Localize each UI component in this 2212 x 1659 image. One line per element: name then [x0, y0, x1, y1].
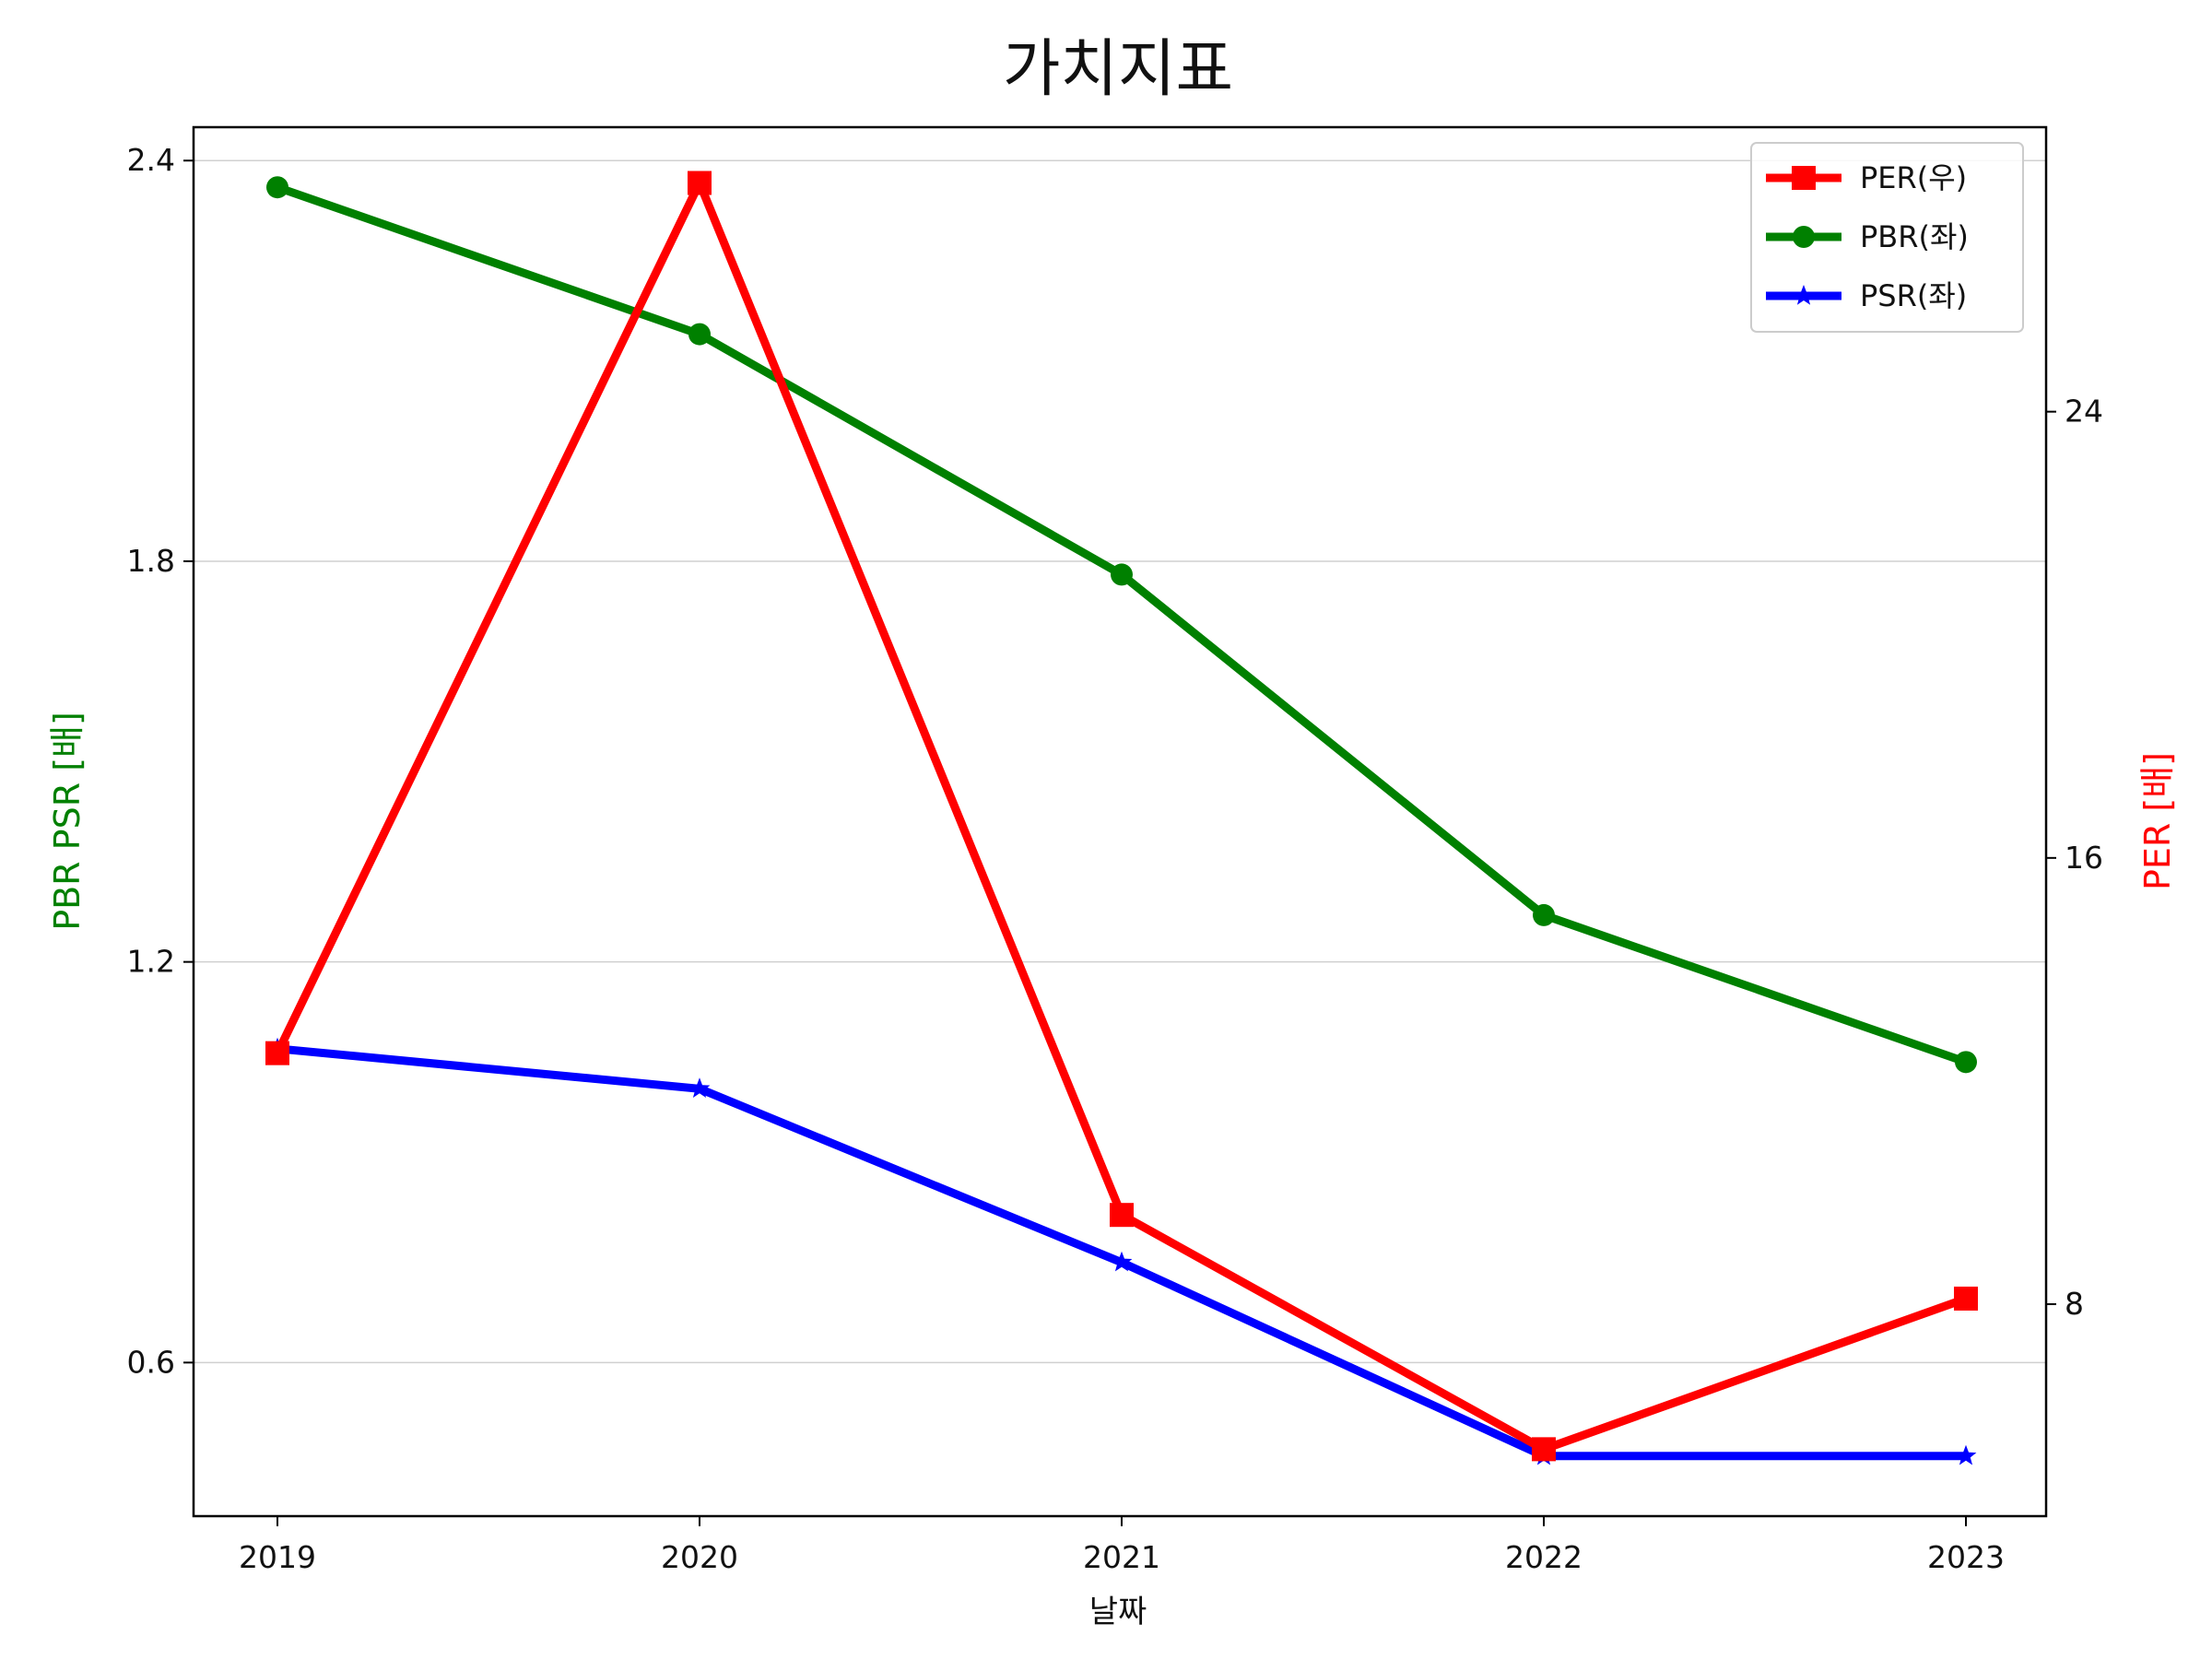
series-3-point-2 — [1111, 1251, 1133, 1272]
series-1-point-1 — [688, 171, 712, 195]
x-tick-label: 2019 — [239, 1539, 316, 1575]
legend: PER(우) PBR(좌) PSR(좌) — [1750, 142, 2024, 333]
left-tick-label: 1.8 — [127, 543, 175, 579]
series-2-point-1 — [688, 323, 711, 346]
legend-label: PER(우) — [1860, 160, 1967, 195]
series-1-point-0 — [265, 1041, 289, 1065]
legend-item-2: PBR(좌) — [1766, 219, 1969, 254]
legend-swatch-marker — [1792, 166, 1816, 190]
series-1-point-2 — [1110, 1203, 1134, 1228]
right-tick-label: 24 — [2065, 394, 2103, 429]
series-1-point-3 — [1532, 1437, 1556, 1462]
left-tick-label: 1.2 — [127, 944, 175, 980]
x-tick-label: 2021 — [1083, 1539, 1160, 1575]
x-tick-label: 2023 — [1927, 1539, 2005, 1575]
plot-frame — [192, 125, 2048, 1518]
y-axis-label-right: PER [배] — [2137, 752, 2178, 890]
axes: 0.6 1.2 1.8 2.4 8 16 24 2019 2020 2021 2022 2023 — [127, 142, 2103, 1575]
series-2 — [266, 176, 1977, 1074]
x-axis-label: 날짜 — [1089, 1594, 1147, 1630]
series-2-point-3 — [1533, 903, 1555, 926]
chart-title: 가치지표 — [1003, 33, 1233, 106]
series-2-point-0 — [266, 176, 288, 199]
legend-label: PBR(좌) — [1860, 219, 1969, 254]
series-layer — [265, 171, 1978, 1465]
y-axis-label-left: PBR PSR [배] — [47, 712, 88, 931]
series-1-point-4 — [1954, 1286, 1978, 1311]
legend-swatch-marker — [1793, 226, 1815, 248]
legend-item-1: PER(우) — [1766, 160, 1967, 195]
legend-swatch-marker — [1793, 285, 1815, 305]
series-2-point-4 — [1955, 1051, 1977, 1074]
right-tick-label: 16 — [2065, 840, 2103, 876]
series-1 — [265, 171, 1978, 1462]
series-3-point-1 — [688, 1077, 711, 1098]
x-tick-label: 2022 — [1505, 1539, 1583, 1575]
left-tick-label: 2.4 — [127, 142, 175, 178]
grid-lines — [194, 159, 2046, 1364]
legend-box — [1750, 142, 2024, 333]
series-3-point-4 — [1955, 1444, 1977, 1465]
legend-label: PSR(좌) — [1860, 278, 1967, 313]
left-tick-label: 0.6 — [127, 1344, 175, 1380]
series-2-point-2 — [1111, 563, 1133, 586]
legend-item-3: PSR(좌) — [1766, 278, 1967, 313]
x-tick-label: 2020 — [661, 1539, 738, 1575]
right-tick-label: 8 — [2065, 1286, 2084, 1322]
